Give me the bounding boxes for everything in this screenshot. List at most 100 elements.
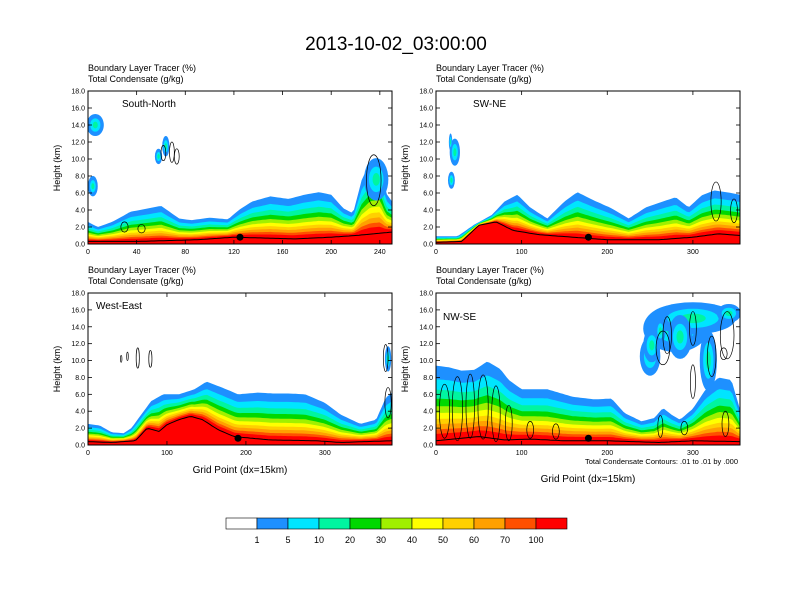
panel-ylabel: Height (km) (400, 145, 410, 192)
condensate-contour (120, 221, 129, 233)
condensate-contour (491, 385, 501, 442)
condensate-contour (382, 344, 389, 372)
panel-xlabel: Grid Point (dx=15km) (541, 474, 636, 485)
tracer-blob (453, 148, 457, 157)
plot-frame (87, 90, 393, 245)
condensate-contour (173, 148, 180, 165)
location-marker (236, 233, 244, 241)
x-tick-label: 300 (319, 450, 331, 457)
x-tick-label: 160 (277, 249, 289, 256)
y-tick-label: 4.0 (75, 208, 85, 215)
plot-frame (87, 292, 393, 446)
panel-var-line1: Boundary Layer Tracer (%) (88, 265, 196, 275)
y-tick-label: 8.0 (75, 174, 85, 181)
colorbar-label: 5 (285, 535, 290, 545)
panel-nw-se: Boundary Layer Tracer (%) Total Condensa… (400, 265, 741, 485)
condensate-contour (710, 181, 722, 222)
condensate-contour (126, 351, 129, 361)
x-tick-label: 200 (325, 249, 337, 256)
colorbar-swatch (380, 517, 413, 530)
y-tick-label: 16.0 (419, 106, 433, 113)
colorbar-label: 60 (469, 535, 479, 545)
colorbar: 1 5 10 20 30 40 50 60 70 100 (225, 517, 568, 545)
x-tick-label: 120 (228, 249, 240, 256)
y-tick-label: 4.0 (75, 409, 85, 416)
y-tick-label: 2.0 (423, 426, 433, 433)
panel-var-line2: Total Condensate (g/kg) (88, 276, 184, 286)
main-title: 2013-10-02_03:00:00 (305, 34, 487, 55)
panel-var-line1: Boundary Layer Tracer (%) (436, 265, 544, 275)
y-tick-label: 8.0 (75, 375, 85, 382)
x-tick-label: 240 (374, 249, 386, 256)
colorbar-label: 40 (407, 535, 417, 545)
y-tick-label: 0.0 (75, 443, 85, 450)
colorbar-label: 70 (500, 535, 510, 545)
location-marker (584, 434, 592, 442)
colorbar-swatch (442, 517, 475, 530)
y-tick-label: 6.0 (75, 191, 85, 198)
colorbar-label: 20 (345, 535, 355, 545)
x-tick-label: 0 (86, 450, 90, 457)
y-tick-label: 18.0 (71, 89, 85, 96)
panel-xlabel: Grid Point (dx=15km) (193, 465, 288, 476)
y-tick-label: 2.0 (75, 225, 85, 232)
y-tick-label: 0.0 (423, 443, 433, 450)
y-tick-label: 6.0 (423, 191, 433, 198)
y-tick-label: 4.0 (423, 409, 433, 416)
condensate-contour (384, 387, 392, 419)
y-tick-label: 0.0 (75, 242, 85, 249)
colorbar-swatch (504, 517, 537, 530)
condensate-contour (526, 421, 534, 439)
y-tick-label: 14.0 (71, 324, 85, 331)
panel-var-line2: Total Condensate (g/kg) (88, 74, 184, 84)
plot-area-south-north: 0.0 2.0 4.0 6.0 8.0 10.0 12.0 14.0 16.0 18.0 0 40 80… (71, 89, 393, 256)
location-marker (234, 434, 242, 442)
condensate-contour (169, 141, 175, 163)
condensate-contour (505, 404, 513, 442)
tracer-blob (157, 154, 160, 159)
y-tick-label: 8.0 (423, 174, 433, 181)
condensate-contour (719, 347, 728, 361)
y-tick-label: 6.0 (75, 392, 85, 399)
y-tick-label: 14.0 (419, 324, 433, 331)
colorbar-label: 30 (376, 535, 386, 545)
y-tick-label: 10.0 (71, 157, 85, 164)
panel-section-name: West-East (96, 301, 142, 312)
tracer-blob (676, 330, 684, 344)
panel-ylabel: Height (km) (52, 145, 62, 192)
y-tick-label: 0.0 (423, 242, 433, 249)
tracer-blob (91, 183, 95, 190)
panel-var-line2: Total Condensate (g/kg) (436, 74, 532, 84)
condensate-contour (680, 421, 689, 436)
y-tick-label: 18.0 (71, 291, 85, 298)
condensate-contour (707, 335, 717, 377)
condensate-contour (689, 311, 697, 346)
panel-section-name: South-North (122, 99, 176, 110)
y-tick-label: 14.0 (419, 123, 433, 130)
tracer-level-10 (436, 221, 740, 244)
y-tick-label: 8.0 (423, 375, 433, 382)
y-tick-label: 12.0 (419, 140, 433, 147)
tracer-blob (649, 340, 655, 351)
y-tick-label: 2.0 (75, 426, 85, 433)
tracer-blob (725, 310, 733, 317)
colorbar-label: 1 (254, 535, 259, 545)
condensate-contour (120, 355, 123, 363)
condensate-contour (477, 374, 489, 440)
tracer-blob (450, 177, 453, 183)
tracer-level-10 (88, 414, 392, 445)
plot-frame (435, 292, 741, 446)
plot-frame (435, 90, 741, 245)
x-tick-label: 0 (434, 249, 438, 256)
x-tick-label: 200 (601, 249, 613, 256)
tracer-blob (705, 351, 711, 370)
contour-note: Total Condensate Contours: .01 to .01 by… (585, 457, 738, 466)
condensate-contour (721, 410, 730, 437)
panel-ylabel: Height (km) (400, 346, 410, 393)
x-tick-label: 40 (133, 249, 141, 256)
x-tick-label: 80 (181, 249, 189, 256)
colorbar-swatch (287, 517, 320, 530)
x-tick-label: 100 (516, 249, 528, 256)
colorbar-swatch (349, 517, 382, 530)
y-tick-label: 16.0 (419, 307, 433, 314)
